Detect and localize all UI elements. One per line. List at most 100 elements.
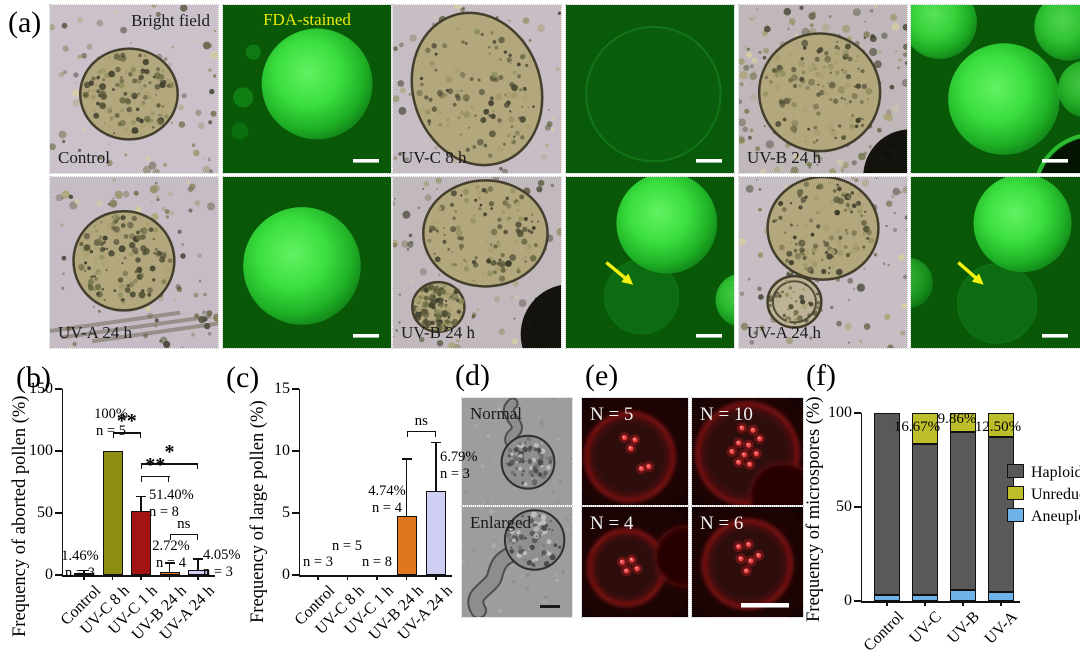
circle-shape — [150, 200, 154, 204]
panel-d-label: (d) — [455, 359, 490, 392]
circle-shape — [736, 460, 739, 463]
stack-segment-aneuploid — [988, 591, 1014, 601]
circle-shape — [155, 251, 161, 257]
bar-value-label: 4.05% n = 3 — [203, 547, 240, 582]
x-category-label: UV-C — [906, 608, 946, 647]
circle-shape — [133, 278, 138, 284]
circle-shape — [517, 520, 519, 522]
circle-shape — [804, 267, 808, 270]
circle-shape — [438, 274, 441, 277]
circle-shape — [816, 292, 819, 296]
circle-shape — [860, 123, 865, 128]
circle-shape — [506, 216, 511, 221]
circle-shape — [623, 568, 630, 574]
circle-shape — [450, 293, 455, 297]
circle-shape — [754, 16, 757, 19]
g-shape — [701, 518, 794, 610]
circle-shape — [553, 543, 558, 548]
circle-shape — [521, 238, 528, 245]
circle-shape — [393, 239, 399, 248]
circle-shape — [492, 109, 495, 113]
circle-shape — [491, 71, 498, 79]
bar-value-line: n = 5 — [96, 423, 126, 440]
micrograph-label: UV-A 24 h — [747, 323, 821, 342]
circle-shape — [791, 74, 798, 81]
circle-shape — [522, 446, 528, 453]
circle-shape — [94, 283, 102, 291]
circle-shape — [746, 51, 753, 58]
bar-value-label: n = 8 — [317, 554, 437, 571]
x-category-label: UV-A — [982, 608, 1022, 648]
circle-shape — [739, 58, 745, 65]
circle-shape — [463, 198, 469, 204]
circle-shape — [817, 156, 823, 162]
bar-value-label: 6.79% n = 3 — [440, 449, 477, 484]
circle-shape — [531, 478, 538, 485]
circle-shape — [821, 268, 827, 275]
micrograph-label: FDA-stained — [263, 10, 351, 29]
circle-shape — [525, 124, 532, 130]
circle-shape — [758, 188, 762, 191]
circle-shape — [58, 130, 67, 139]
circle-shape — [513, 447, 519, 453]
circle-shape — [523, 216, 528, 222]
circle-shape — [178, 121, 186, 128]
circle-shape — [127, 284, 131, 288]
circle-shape — [490, 228, 498, 236]
bar-value-line: n = 3 — [440, 466, 470, 483]
circle-shape — [830, 305, 834, 310]
circle-shape — [779, 244, 785, 251]
circle-shape — [481, 187, 487, 193]
circle-shape — [91, 76, 96, 81]
panel-c-label: (c) — [226, 361, 260, 394]
circle-shape — [450, 190, 457, 197]
circle-shape — [764, 75, 769, 80]
circle-shape — [515, 295, 519, 300]
circle-shape — [738, 556, 742, 559]
circle-shape — [785, 336, 794, 345]
circle-shape — [743, 568, 749, 574]
y-tick-label: 100 — [828, 404, 852, 421]
circle-shape — [540, 465, 544, 468]
circle-shape — [454, 263, 457, 266]
circle-shape — [128, 112, 134, 117]
circle-shape — [836, 158, 845, 167]
scale-bar — [741, 603, 789, 608]
circle-shape — [165, 275, 169, 280]
circle-shape — [527, 458, 533, 464]
circle-shape — [628, 445, 634, 451]
circle-shape — [889, 84, 895, 90]
circle-shape — [495, 93, 502, 100]
circle-shape — [789, 241, 792, 244]
circle-shape — [792, 235, 797, 240]
error-bar — [140, 496, 142, 512]
circle-shape — [114, 113, 120, 118]
circle-shape — [507, 448, 513, 453]
circle-shape — [543, 470, 548, 476]
circle-shape — [144, 69, 150, 75]
circle-shape — [510, 188, 516, 194]
circle-shape — [522, 469, 525, 473]
bar-value-line: 6.79% — [440, 449, 478, 465]
circle-shape — [746, 47, 750, 51]
circle-shape — [68, 194, 74, 199]
circle-shape — [851, 177, 855, 180]
circle-shape — [498, 260, 506, 268]
circle-shape — [802, 255, 807, 261]
g-shape — [695, 401, 803, 505]
circle-shape — [816, 224, 821, 229]
circle-shape — [492, 40, 497, 44]
micrograph-label: Enlarged — [470, 513, 532, 532]
circle-shape — [773, 166, 781, 173]
circle-shape — [113, 132, 116, 135]
circle-shape — [750, 94, 758, 101]
circle-shape — [499, 275, 506, 282]
circle-shape — [518, 453, 523, 458]
circle-shape — [122, 300, 126, 304]
circle-shape — [529, 255, 537, 262]
circle-shape — [518, 549, 524, 555]
circle-shape — [845, 74, 851, 80]
circle-shape — [646, 464, 650, 467]
ellipse-shape — [766, 177, 880, 281]
circle-shape — [846, 195, 851, 200]
